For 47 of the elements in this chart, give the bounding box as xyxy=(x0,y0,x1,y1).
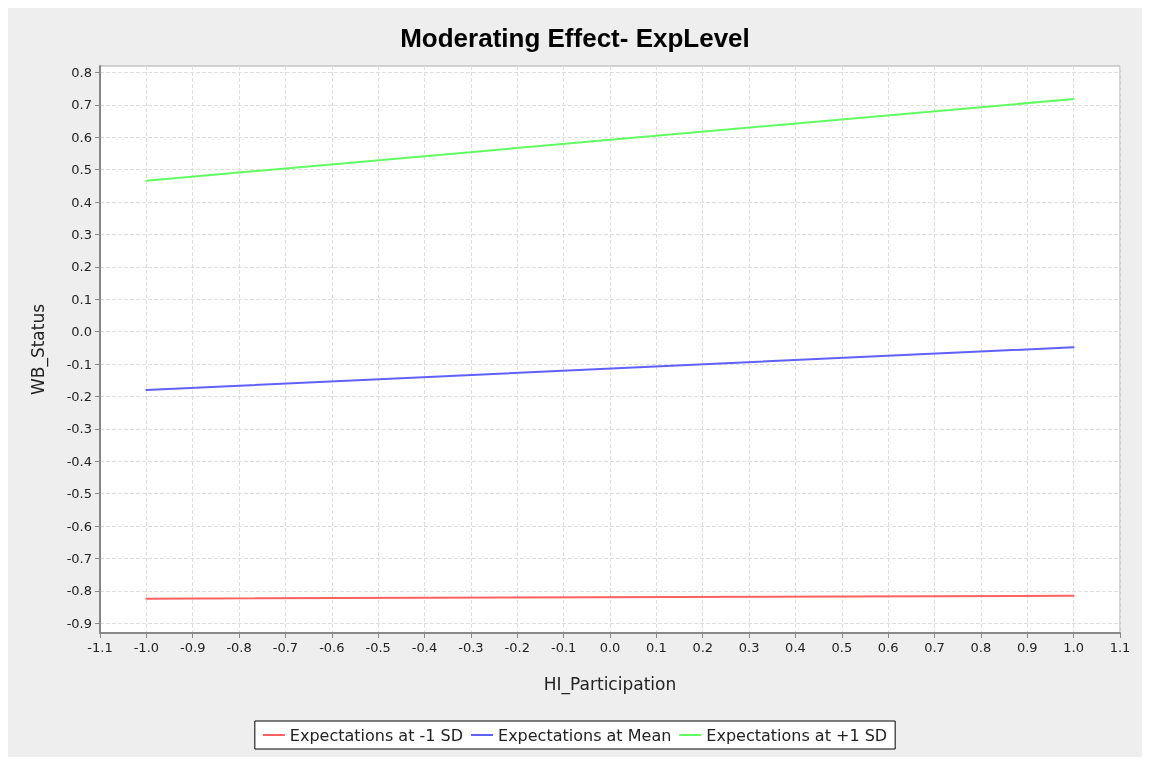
y-tick-label: 0.4 xyxy=(71,194,92,210)
y-axis-title: WB_Status xyxy=(27,303,49,396)
x-axis-title: HI_Participation xyxy=(543,673,677,695)
y-tick-label: -0.5 xyxy=(66,486,92,502)
x-tick-label: 1.1 xyxy=(1109,640,1131,655)
y-tick-label: -0.2 xyxy=(66,388,92,404)
chart-title: Moderating Effect- ExpLevel xyxy=(400,23,750,53)
x-tick-label: 0.3 xyxy=(738,640,760,655)
x-tick-label: -0.5 xyxy=(365,640,391,655)
x-tick-label: 0.0 xyxy=(599,640,621,655)
y-tick-label: 0.8 xyxy=(71,64,92,80)
x-tick-label: -0.1 xyxy=(550,640,577,655)
y-tick-label: 0.5 xyxy=(71,162,92,178)
legend-label: Expectations at Mean xyxy=(498,725,672,745)
x-tick-label: -0.4 xyxy=(411,640,438,655)
y-tick-label: 0.2 xyxy=(71,259,92,275)
y-tick-label: 0.1 xyxy=(71,291,92,307)
y-tick-label: 0.6 xyxy=(71,129,92,145)
x-tick-label: 0.1 xyxy=(646,640,667,655)
x-tick-label: 0.2 xyxy=(692,640,714,655)
x-tick-label: 0.7 xyxy=(924,640,945,655)
x-tick-label: 0.5 xyxy=(831,640,853,655)
y-tick-label: -0.4 xyxy=(66,453,92,469)
x-tick-label: -0.2 xyxy=(504,640,530,655)
y-tick-label: -0.1 xyxy=(66,356,92,372)
x-tick-label: -1.1 xyxy=(87,640,113,655)
y-tick-label: -0.3 xyxy=(66,421,92,437)
x-tick-label: 0.4 xyxy=(785,640,806,655)
x-tick-label: -0.8 xyxy=(226,640,252,655)
x-tick-label: 0.6 xyxy=(877,640,899,655)
x-tick-label: -0.3 xyxy=(458,640,484,655)
legend-label: Expectations at -1 SD xyxy=(289,725,464,745)
legend-label: Expectations at +1 SD xyxy=(706,725,888,745)
y-tick-label: 0.0 xyxy=(71,324,92,340)
x-tick-label: -1.0 xyxy=(133,640,160,655)
y-tick-label: -0.6 xyxy=(66,518,92,534)
x-tick-label: -0.6 xyxy=(319,640,345,655)
x-tick-label: 0.8 xyxy=(970,640,992,655)
x-tick-label: 0.9 xyxy=(1016,640,1038,655)
x-tick-label: 1.0 xyxy=(1063,640,1084,655)
y-tick-label: -0.8 xyxy=(66,583,92,599)
y-tick-label: -0.9 xyxy=(66,615,92,631)
y-tick-label: -0.7 xyxy=(66,550,92,566)
x-tick-label: -0.7 xyxy=(272,640,299,655)
x-tick-label: -0.9 xyxy=(180,640,206,655)
y-tick-label: 0.3 xyxy=(71,226,92,242)
y-tick-label: 0.7 xyxy=(71,97,92,113)
